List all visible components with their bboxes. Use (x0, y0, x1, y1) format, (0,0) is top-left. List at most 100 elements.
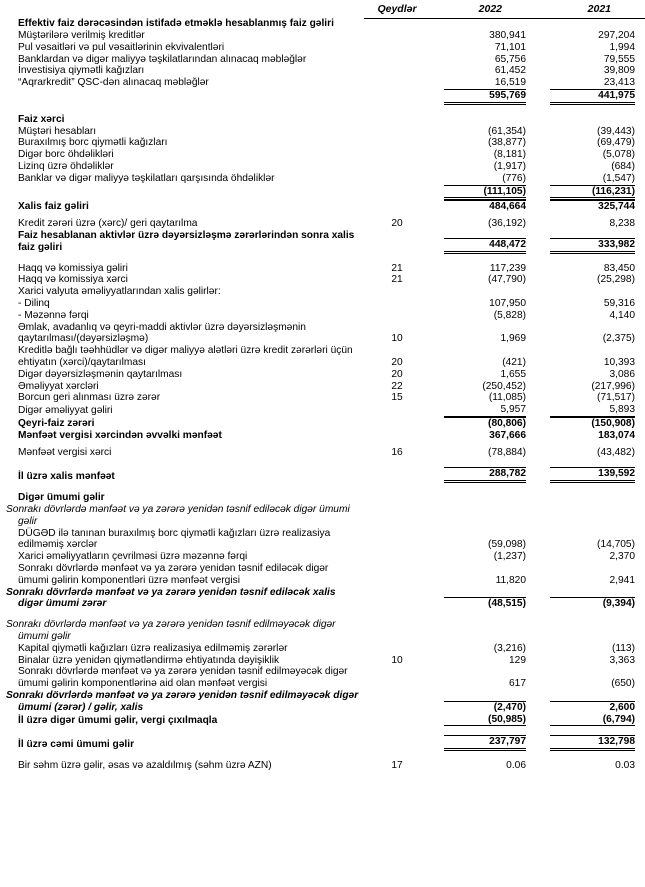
row-label: Bir səhm üzrə gəlir, əsas və azaldılmış … (18, 760, 272, 772)
value-cell (430, 18, 536, 30)
note-cell (364, 666, 430, 690)
value-cell: (38,877) (430, 137, 536, 149)
row: Digər borc öhdəlikləri (8,181) (5,078) (0, 149, 645, 161)
value: 117,239 (489, 262, 526, 274)
value-cell: 61,452 (430, 65, 536, 77)
value-cell: (421) (430, 345, 536, 369)
note-cell (364, 483, 430, 504)
row-label: Əməliyyat xərcləri (18, 380, 99, 392)
value: 0.06 (506, 760, 526, 772)
value: (38,877) (488, 137, 526, 149)
row-label-cell: Əməliyyat xərcləri (0, 381, 364, 393)
row-label-cell: Haqq və komissiya gəliri (0, 254, 364, 275)
row-label: Borcun geri alınması üzrə zərər (18, 392, 161, 404)
value-cell: 5,893 (536, 404, 645, 417)
row: Haqq və komissiya xərci 21 (47,790) (25,298… (0, 274, 645, 286)
value: 5,893 (550, 404, 635, 417)
value: 333,982 (550, 237, 635, 254)
value: 2,941 (609, 574, 636, 586)
value: (113) (611, 642, 635, 654)
row: Əmlak, avadanlıq və qeyri-maddi aktivlər… (0, 322, 645, 346)
note-cell (364, 54, 430, 66)
row-label-cell: Digər dəyərsizləşmənin qaytarılması (0, 369, 364, 381)
row-label: Lizinq üzrə öhdəliklər (18, 161, 114, 173)
value: (78,884) (488, 446, 526, 458)
row-label: Haqq və komissiya xərci (18, 274, 128, 286)
note-cell: 20 (364, 345, 430, 369)
row-label-cell: Sonrakı dövrlərdə mənfəət və ya zərərə y… (0, 504, 364, 528)
note: 20 (391, 218, 403, 230)
row-label-cell: Qeyri-faiz zərəri (0, 417, 364, 430)
value-cell: (59,098) (430, 528, 536, 552)
note: 10 (391, 333, 403, 345)
page: Qeydlər 2022 2021 Effektiv faiz dərəcəsi… (0, 3, 645, 887)
value: (2,470) (444, 700, 526, 714)
value-cell: (150,908) (536, 417, 645, 430)
row-label: Binalar üzrə yenidən qiymətləndirmə ehti… (18, 654, 280, 666)
value: (250,452) (482, 380, 526, 392)
value-cell: (39,443) (536, 126, 645, 138)
note-cell (364, 458, 430, 483)
value-cell (430, 610, 536, 643)
value: (8,181) (493, 149, 526, 161)
row-label: Xarici əməliyyatların çevrilməsi üzrə mə… (18, 551, 248, 563)
note-cell (364, 587, 430, 611)
row: Digər ümumi gəlir (0, 483, 645, 504)
note-cell (364, 690, 430, 714)
row-label: Sonrakı dövrlərdə mənfəət və ya zərərə y… (18, 666, 348, 690)
value: 367,666 (489, 429, 526, 441)
value: (71,517) (597, 392, 635, 404)
value-cell: 71,101 (430, 42, 536, 54)
value: (61,354) (488, 125, 526, 137)
row: Kreditlə bağlı təəhhüdlər və digər maliy… (0, 345, 645, 369)
note-cell (364, 726, 430, 751)
note-cell (364, 65, 430, 77)
value-cell: (2,470) (430, 690, 536, 714)
note: 16 (391, 446, 403, 458)
note-cell: 20 (364, 213, 430, 230)
value-cell: (113) (536, 643, 645, 655)
value-cell: 3,086 (536, 369, 645, 381)
row: Buraxılmış borc qiymətli kağızları (38,87… (0, 137, 645, 149)
value-cell: 333,982 (536, 230, 645, 254)
value: 183,074 (598, 429, 635, 441)
value: (25,298) (597, 274, 635, 286)
row-label-cell: Sonrakı dövrlərdə mənfəət və ya zərərə y… (0, 563, 364, 587)
value: 448,472 (444, 237, 526, 254)
note-cell (364, 173, 430, 185)
value: 3,363 (609, 654, 636, 666)
row-label-cell: İl üzrə xalis mənfəət (0, 458, 364, 483)
value-cell: 11,820 (430, 563, 536, 587)
value-cell: 39,809 (536, 65, 645, 77)
row: Mənfəət vergisi xərcindən əvvəlki mənfəə… (0, 430, 645, 442)
value-cell: 65,756 (430, 54, 536, 66)
value: 237,797 (444, 735, 526, 752)
note-cell (364, 563, 430, 587)
row-label-cell: Xarici valyuta əməliyyatlarından xalis g… (0, 286, 364, 298)
value-cell (536, 504, 645, 528)
value-cell: 325,744 (536, 200, 645, 213)
row-label: Kreditlə bağlı təəhhüdlər və digər maliy… (18, 345, 353, 369)
value-cell (536, 18, 645, 30)
note-cell: 15 (364, 392, 430, 404)
row-label: Müştəri hesabları (18, 125, 97, 137)
value-cell: (14,705) (536, 528, 645, 552)
row-label: Kredit zərəri üzrə (xərc)/ geri qaytarıl… (18, 218, 198, 230)
value-cell: (5,078) (536, 149, 645, 161)
value-cell: (61,354) (430, 126, 536, 138)
row-label-cell: Binalar üzrə yenidən qiymətləndirmə ehti… (0, 655, 364, 667)
row: Digər dəyərsizləşmənin qaytarılması 20 1,6… (0, 369, 645, 381)
value: 10,393 (603, 357, 635, 369)
row-label: Digər dəyərsizləşmənin qaytarılması (18, 368, 183, 380)
value: 4,140 (609, 309, 636, 321)
value-cell: 183,074 (536, 430, 645, 442)
value: (217,996) (591, 380, 635, 392)
value: 71,101 (494, 41, 526, 53)
row-label: Digər əməliyyat gəliri (18, 405, 113, 417)
value: 288,782 (444, 467, 526, 484)
value-cell: 380,941 (430, 30, 536, 42)
value-cell: (8,181) (430, 149, 536, 161)
value-cell: 367,666 (430, 430, 536, 442)
value-cell (536, 483, 645, 504)
value: 325,744 (550, 200, 635, 213)
